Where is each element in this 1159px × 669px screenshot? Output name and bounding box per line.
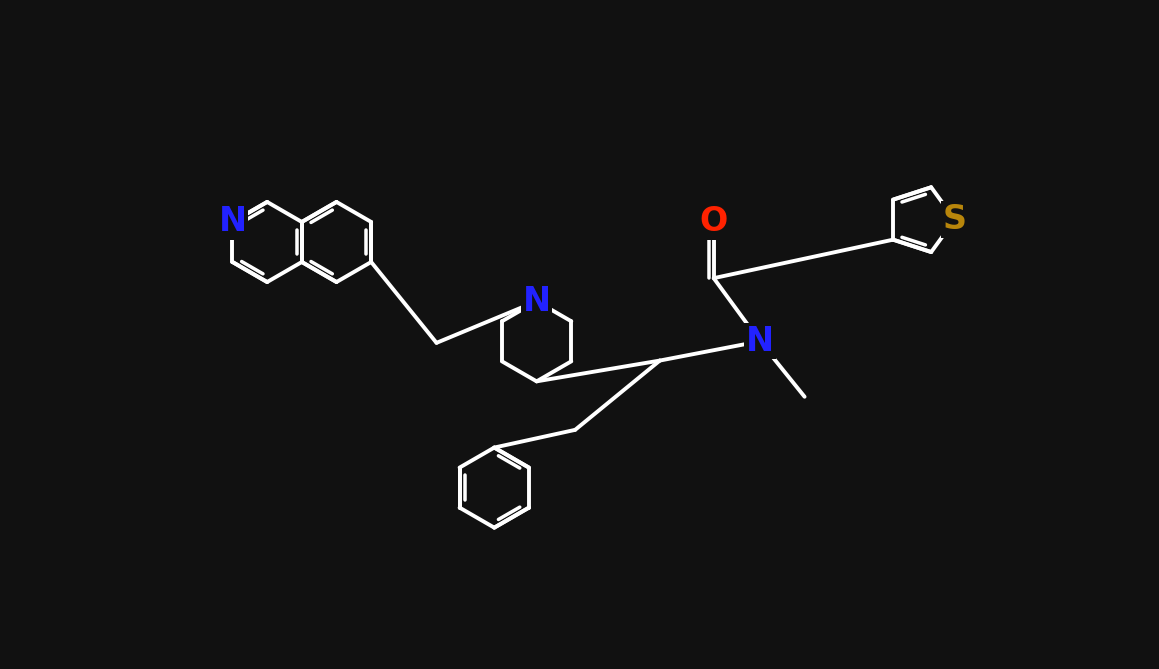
Text: O: O — [700, 205, 728, 238]
Text: N: N — [523, 285, 551, 318]
Text: N: N — [218, 205, 247, 238]
Text: S: S — [942, 203, 967, 236]
Text: N: N — [746, 325, 774, 358]
